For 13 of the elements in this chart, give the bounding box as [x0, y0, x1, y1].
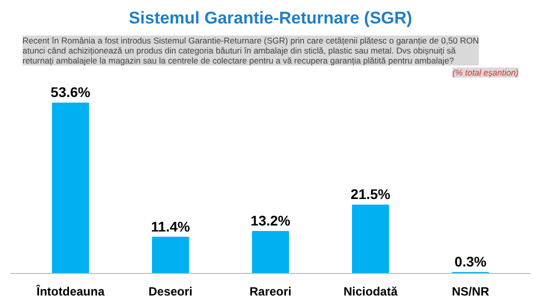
text: (% total eșantion): [452, 68, 519, 78]
chart-subtitle: Recent în România a fost introdus Sistemul Garantie-Returnare (SGR) prin care cetățenii plătesc o garanție de 0,50 RON atunci când achiziționează un produs din categoria băuturi în ambalaje din sticlă, plastic sau metal. Dvs obișnuiți să returnați ambalajele la magazin sau la centrele de colectare pentru a vă recupera garanția plătită pentru ambalaje?: [22, 36, 479, 66]
x-tick-label: NS/NR: [452, 284, 490, 298]
data-label: 53.6%: [50, 84, 91, 100]
data-label: 0.3%: [454, 254, 488, 270]
data-label: 11.4%: [151, 218, 191, 234]
chart-title: Sistemul Garantie-Returnare (SGR): [128, 8, 412, 28]
x-tick-label: Rareori: [249, 284, 292, 298]
x-tick-label: Întotdeauna: [36, 284, 105, 298]
x-tick-label: Deseori: [148, 284, 193, 298]
data-label: 13.2%: [250, 212, 291, 229]
x-tick-label: Niciodată: [343, 284, 398, 298]
data-label: 21.5%: [350, 186, 391, 202]
